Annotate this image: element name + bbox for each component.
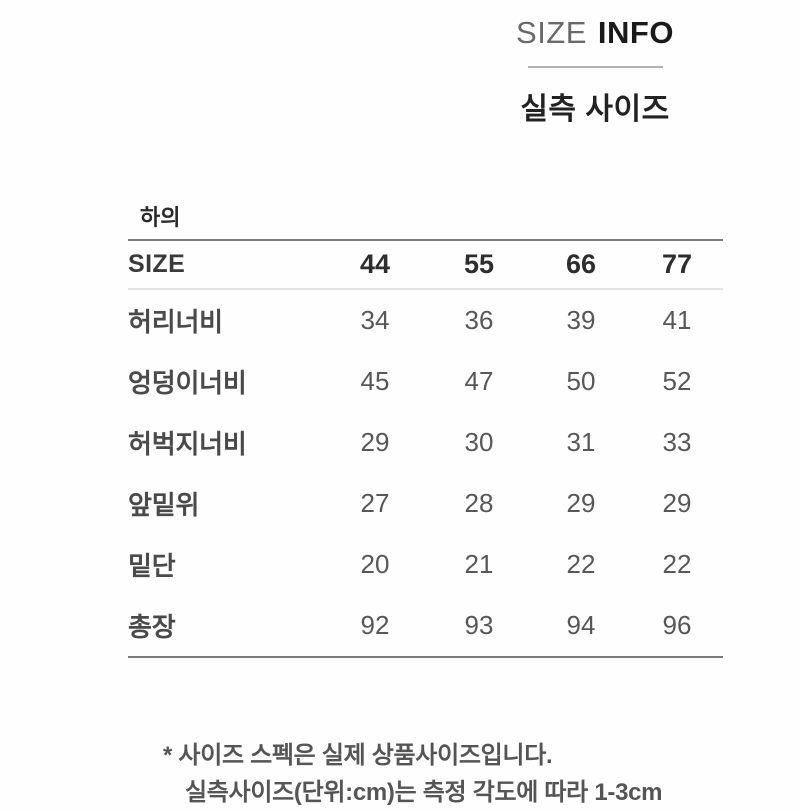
note-line-1: * 사이즈 스펙은 실제 상품사이즈입니다.: [163, 742, 553, 769]
title-divider: [528, 66, 663, 68]
row-value: 52: [662, 366, 692, 397]
column-header-66: 66: [565, 249, 597, 280]
column-header-55: 55: [463, 249, 495, 280]
column-header-size: SIZE: [128, 250, 186, 279]
table-row: 총장 92 93 94 96: [128, 595, 723, 656]
size-table-container: 하의 SIZE 44 55 66 77: [128, 205, 723, 659]
size-table-body: 허리너비 34 36 39 41 엉덩이너비 45 47 50 52 허벅지너비…: [128, 290, 723, 656]
row-value: 96: [662, 610, 692, 641]
table-row: 허벅지너비 29 30 31 33: [128, 412, 723, 473]
row-value: 22: [662, 549, 692, 580]
row-value: 22: [566, 549, 596, 580]
row-value: 50: [566, 366, 596, 397]
row-value: 27: [360, 488, 390, 519]
row-value: 30: [464, 427, 494, 458]
row-label: 허리너비: [128, 307, 223, 338]
row-value: 33: [662, 427, 692, 458]
title-size-word: SIZE: [516, 15, 587, 50]
row-value: 29: [360, 427, 390, 458]
row-value: 92: [360, 610, 390, 641]
column-header-44: 44: [359, 249, 391, 280]
note-line-2: 실측사이즈(단위:cm)는 측정 각도에 따라 1-3cm: [185, 779, 663, 806]
table-row: 앞밑위 27 28 29 29: [128, 473, 723, 534]
page-subtitle: 실측 사이즈: [520, 93, 670, 126]
column-header-77: 77: [661, 249, 693, 280]
row-value: 94: [566, 610, 596, 641]
row-value: 20: [360, 549, 390, 580]
row-value: 34: [360, 305, 390, 336]
row-value: 45: [360, 366, 390, 397]
table-row: 엉덩이너비 45 47 50 52: [128, 351, 723, 412]
row-value: 36: [464, 305, 494, 336]
table-header-row: SIZE 44 55 66 77: [128, 241, 723, 288]
row-value: 41: [662, 305, 692, 336]
row-label: 총장: [128, 612, 176, 643]
page-title: SIZE INFO: [0, 17, 800, 48]
row-value: 21: [464, 549, 494, 580]
title-info-word: INFO: [597, 15, 674, 50]
row-value: 31: [566, 427, 596, 458]
row-value: 39: [566, 305, 596, 336]
row-label: 엉덩이너비: [128, 368, 247, 399]
table-bottom-rule: [128, 656, 723, 659]
row-value: 29: [662, 488, 692, 519]
row-label: 앞밑위: [128, 490, 200, 521]
table-category-label: 하의: [140, 205, 181, 230]
table-row: 밑단 20 21 22 22: [128, 534, 723, 595]
row-label: 밑단: [128, 551, 176, 582]
table-header-rule: [128, 288, 723, 291]
row-value: 28: [464, 488, 494, 519]
row-label: 허벅지너비: [128, 429, 247, 460]
row-value: 29: [566, 488, 596, 519]
size-table: SIZE 44 55 66 77: [128, 241, 723, 288]
row-value: 47: [464, 366, 494, 397]
row-value: 93: [464, 610, 494, 641]
table-row: 허리너비 34 36 39 41: [128, 290, 723, 351]
table-top-rule: [128, 239, 723, 242]
